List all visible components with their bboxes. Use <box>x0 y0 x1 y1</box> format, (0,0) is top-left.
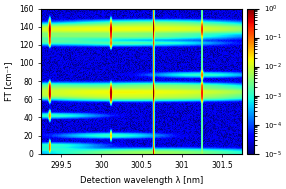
Y-axis label: FT [cm⁻¹]: FT [cm⁻¹] <box>4 61 13 101</box>
X-axis label: Detection wavelength λ [nm]: Detection wavelength λ [nm] <box>80 176 203 185</box>
